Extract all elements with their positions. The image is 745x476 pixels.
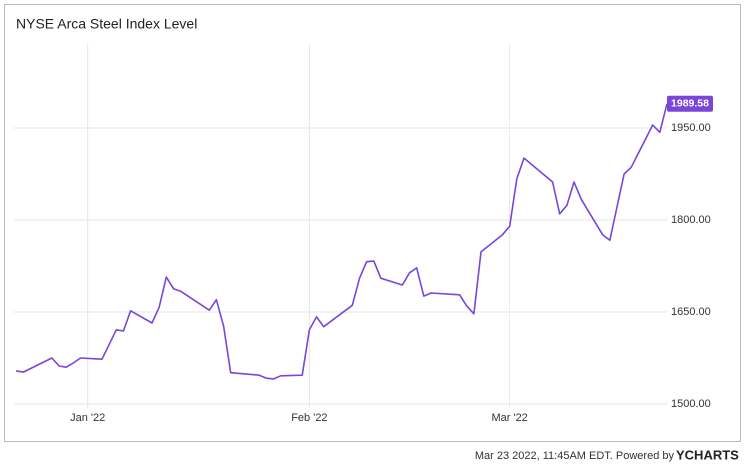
brand: YCHARTS [676,447,739,462]
y-tick-label: 1800.00 [671,214,711,226]
chart-frame [4,4,741,442]
y-tick-label: 1650.00 [671,306,711,318]
series-line [15,103,668,380]
last-value-badge [667,95,713,112]
y-tick-label: 1500.00 [671,398,711,410]
y-tick-label: 1950.00 [671,122,711,134]
x-tick-label: Mar '22 [491,412,527,424]
last-value-label: 1989.58 [671,98,709,110]
chart-title: NYSE Arca Steel Index Level [16,16,197,32]
x-tick-label: Feb '22 [291,412,327,424]
x-tick-label: Jan '22 [70,412,105,424]
footer: Mar 23 2022, 11:45AM EDT. Powered by [475,450,675,462]
